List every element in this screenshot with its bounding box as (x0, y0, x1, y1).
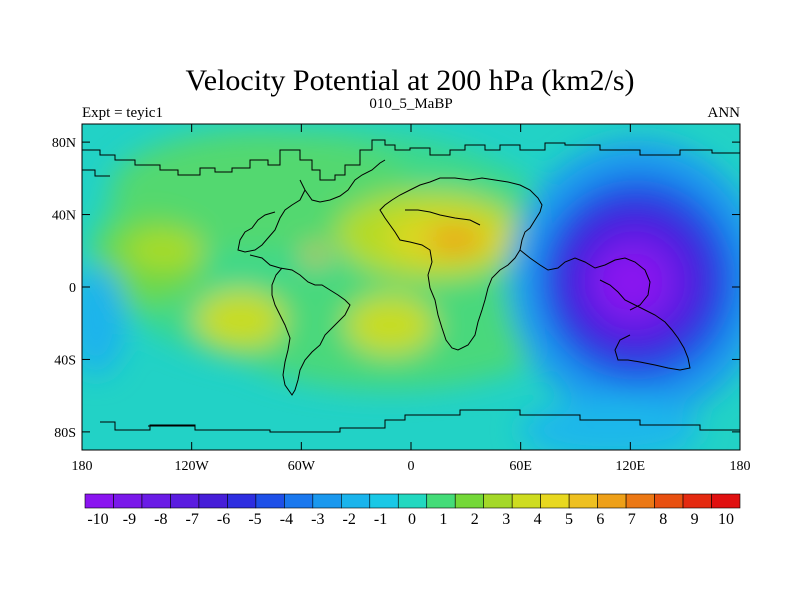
latitude-axis: 80N 40N 0 40S 80S (52, 136, 740, 441)
map-title: Velocity Potential at 200 hPa (km2/s) (185, 64, 634, 97)
colorbar-label: -5 (248, 511, 261, 528)
colorbar-swatch (568, 493, 598, 509)
colorbar-swatch (511, 493, 541, 509)
colorbar-label: -3 (311, 511, 324, 528)
longitude-axis: 180 120W 60W 0 60E 120E 180 (72, 124, 751, 474)
colorbar-swatch (625, 493, 655, 509)
colorbar-label: -8 (154, 511, 167, 528)
lat-tick-label: 80S (54, 426, 76, 441)
colorbar-swatch (369, 493, 399, 509)
season-label: ANN (708, 105, 741, 121)
colorbar-swatch (711, 493, 741, 509)
lon-tick-label: 0 (408, 459, 415, 474)
colorbar-label: 0 (408, 511, 416, 528)
experiment-label: Expt = teyic1 (82, 105, 163, 121)
colorbar-swatch (397, 493, 428, 509)
colorbar-swatch (312, 493, 342, 509)
lon-tick-label: 60W (288, 459, 316, 474)
colorbar-label: 4 (534, 511, 542, 528)
colorbar-label: -9 (123, 511, 136, 528)
lon-tick-label: 120W (175, 459, 210, 474)
colorbar-swatch (113, 493, 143, 509)
colorbar-swatch (227, 493, 257, 509)
colorbar-label: 8 (659, 511, 667, 528)
colorbar-label: -1 (374, 511, 387, 528)
colorbar-swatch (255, 493, 285, 509)
colorbar-label: 2 (471, 511, 479, 528)
colorbar-label: -6 (217, 511, 230, 528)
lon-tick-label: 120E (616, 459, 646, 474)
lon-tick-label: 60E (509, 459, 532, 474)
colorbar-label: -7 (186, 511, 199, 528)
velocity-potential-field (82, 124, 740, 450)
colorbar-swatch (84, 493, 114, 509)
colorbar: -10 -9 -8 -7 -6 -5 -4 -3 -2 -1 0 1 2 3 4 5 6 7 8 9 10 (84, 493, 741, 528)
colorbar-label: -2 (343, 511, 356, 528)
colorbar-swatch (540, 493, 570, 509)
lat-tick-label: 80N (52, 136, 76, 151)
lon-tick-label: 180 (72, 459, 93, 474)
colorbar-swatch (284, 493, 314, 509)
colorbar-swatch (597, 493, 627, 509)
colorbar-label: 10 (718, 511, 734, 528)
case-label: 010_5_MaBP (369, 96, 452, 112)
colorbar-label: 7 (628, 511, 636, 528)
lat-tick-label: 40S (54, 353, 76, 368)
colorbar-swatch (654, 493, 684, 509)
colorbar-swatch (141, 493, 171, 509)
lat-tick-label: 0 (69, 281, 76, 296)
colorbar-label: 1 (439, 511, 447, 528)
colorbar-swatch (426, 493, 456, 509)
colorbar-swatch (483, 493, 513, 509)
colorbar-label: 3 (502, 511, 510, 528)
colorbar-label: -10 (87, 511, 108, 528)
colorbar-label: 9 (691, 511, 699, 528)
colorbar-label: 5 (565, 511, 573, 528)
lat-tick-label: 40N (52, 209, 76, 224)
colorbar-label: 6 (596, 511, 604, 528)
colorbar-swatch (170, 493, 200, 509)
colorbar-label: -4 (280, 511, 293, 528)
lon-tick-label: 180 (730, 459, 751, 474)
colorbar-swatch (682, 493, 712, 509)
colorbar-swatch (198, 493, 228, 509)
colorbar-swatch (341, 493, 371, 509)
colorbar-swatch (454, 493, 484, 509)
coastlines (82, 139, 740, 433)
